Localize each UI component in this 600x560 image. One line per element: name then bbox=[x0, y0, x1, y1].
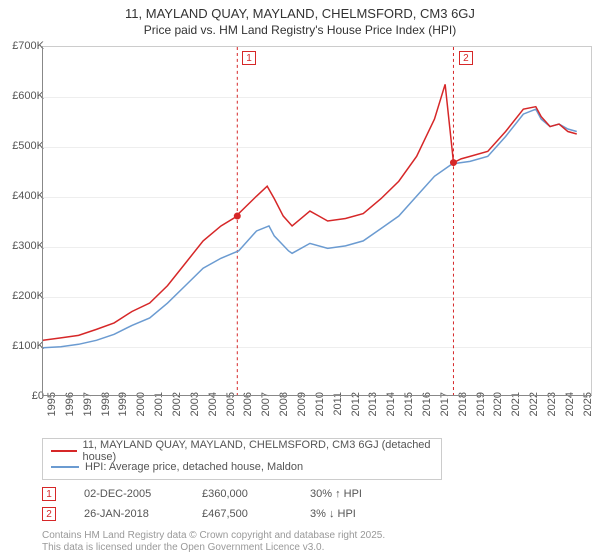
chart-container: 11, MAYLAND QUAY, MAYLAND, CHELMSFORD, C… bbox=[0, 0, 600, 560]
y-tick-label: £100K bbox=[0, 340, 44, 352]
x-tick-label: 2022 bbox=[528, 392, 540, 432]
x-tick-label: 2002 bbox=[171, 392, 183, 432]
legend-swatch-property bbox=[51, 450, 77, 452]
x-tick-label: 2024 bbox=[564, 392, 576, 432]
x-tick-label: 2007 bbox=[260, 392, 272, 432]
legend: 11, MAYLAND QUAY, MAYLAND, CHELMSFORD, C… bbox=[42, 438, 442, 480]
legend-label-hpi: HPI: Average price, detached house, Mald… bbox=[85, 461, 303, 473]
x-tick-label: 2006 bbox=[242, 392, 254, 432]
data-row-2: 2 26-JAN-2018 £467,500 3% ↓ HPI bbox=[42, 504, 592, 524]
y-tick-label: £300K bbox=[0, 240, 44, 252]
x-tick-label: 2016 bbox=[421, 392, 433, 432]
x-tick-label: 2014 bbox=[385, 392, 397, 432]
y-tick-label: £600K bbox=[0, 90, 44, 102]
x-tick-label: 2001 bbox=[153, 392, 165, 432]
x-tick-label: 2025 bbox=[582, 392, 594, 432]
chart-subtitle: Price paid vs. HM Land Registry's House … bbox=[0, 23, 600, 37]
data-date-2: 26-JAN-2018 bbox=[84, 508, 174, 520]
data-price-2: £467,500 bbox=[202, 508, 282, 520]
x-tick-label: 2000 bbox=[135, 392, 147, 432]
x-tick-label: 1995 bbox=[46, 392, 58, 432]
data-marker-2: 2 bbox=[42, 507, 56, 521]
data-delta-2: 3% ↓ HPI bbox=[310, 508, 356, 520]
data-marker-1: 1 bbox=[42, 487, 56, 501]
x-tick-label: 1999 bbox=[117, 392, 129, 432]
x-tick-label: 2019 bbox=[475, 392, 487, 432]
x-tick-label: 1998 bbox=[100, 392, 112, 432]
plot-svg bbox=[43, 47, 591, 395]
plot-area: 12 bbox=[42, 46, 592, 396]
data-price-1: £360,000 bbox=[202, 488, 282, 500]
legend-row-property: 11, MAYLAND QUAY, MAYLAND, CHELMSFORD, C… bbox=[51, 443, 433, 459]
y-tick-label: £400K bbox=[0, 190, 44, 202]
x-tick-label: 2023 bbox=[546, 392, 558, 432]
x-tick-label: 2021 bbox=[510, 392, 522, 432]
x-tick-label: 2020 bbox=[492, 392, 504, 432]
x-tick-label: 2010 bbox=[314, 392, 326, 432]
x-tick-label: 2003 bbox=[189, 392, 201, 432]
x-tick-label: 2013 bbox=[367, 392, 379, 432]
y-tick-label: £500K bbox=[0, 140, 44, 152]
y-tick-label: £200K bbox=[0, 290, 44, 302]
x-tick-label: 2008 bbox=[278, 392, 290, 432]
x-tick-label: 2012 bbox=[350, 392, 362, 432]
x-tick-label: 1997 bbox=[82, 392, 94, 432]
x-tick-label: 2004 bbox=[207, 392, 219, 432]
x-tick-label: 2017 bbox=[439, 392, 451, 432]
legend-label-property: 11, MAYLAND QUAY, MAYLAND, CHELMSFORD, C… bbox=[83, 439, 433, 463]
x-tick-label: 2009 bbox=[296, 392, 308, 432]
legend-swatch-hpi bbox=[51, 466, 79, 468]
y-tick-label: £700K bbox=[0, 40, 44, 52]
chart-marker-2: 2 bbox=[459, 51, 473, 65]
data-row-1: 1 02-DEC-2005 £360,000 30% ↑ HPI bbox=[42, 484, 592, 504]
x-tick-label: 2005 bbox=[225, 392, 237, 432]
footer-line-2: This data is licensed under the Open Gov… bbox=[42, 542, 385, 554]
x-tick-label: 2018 bbox=[457, 392, 469, 432]
x-tick-label: 2011 bbox=[332, 392, 344, 432]
chart-title: 11, MAYLAND QUAY, MAYLAND, CHELMSFORD, C… bbox=[0, 0, 600, 23]
data-point-table: 1 02-DEC-2005 £360,000 30% ↑ HPI 2 26-JA… bbox=[42, 484, 592, 524]
footer-attribution: Contains HM Land Registry data © Crown c… bbox=[42, 530, 385, 554]
chart-marker-1: 1 bbox=[242, 51, 256, 65]
x-tick-label: 1996 bbox=[64, 392, 76, 432]
x-tick-label: 2015 bbox=[403, 392, 415, 432]
data-date-1: 02-DEC-2005 bbox=[84, 488, 174, 500]
footer-line-1: Contains HM Land Registry data © Crown c… bbox=[42, 530, 385, 542]
y-tick-label: £0 bbox=[0, 390, 44, 402]
data-delta-1: 30% ↑ HPI bbox=[310, 488, 362, 500]
